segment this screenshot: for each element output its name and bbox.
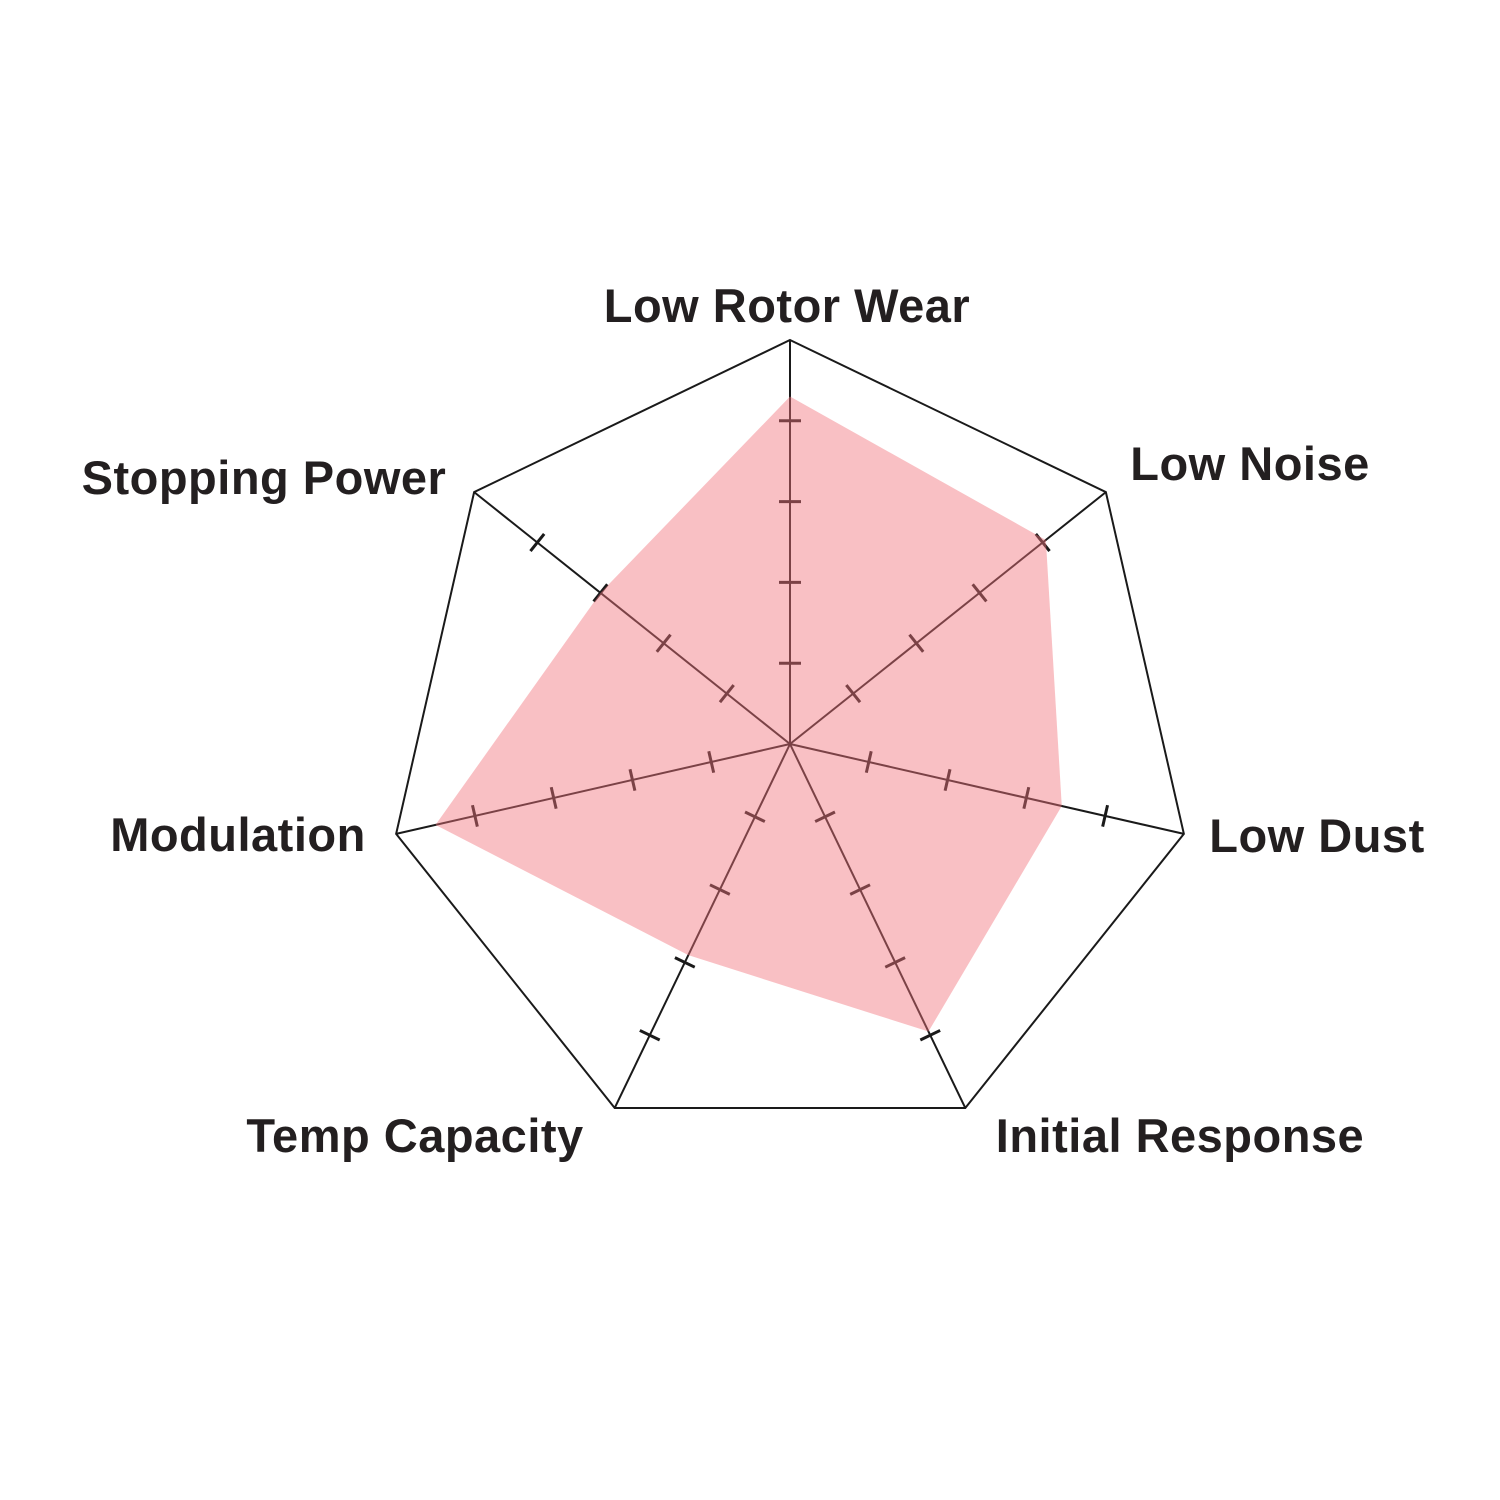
axis-tick <box>639 1029 661 1042</box>
axis-label-low-rotor-wear: Low Rotor Wear <box>604 279 970 332</box>
axis-label-low-noise: Low Noise <box>1130 437 1370 490</box>
axis-tick <box>845 684 862 704</box>
axis-tick <box>744 810 766 823</box>
axis-tick <box>1034 532 1051 553</box>
axis-label-stopping-power: Stopping Power <box>82 451 447 504</box>
axis-tick <box>884 956 906 969</box>
axis-tick <box>919 1029 941 1042</box>
axis-tick <box>971 583 988 603</box>
axis-tick <box>864 750 873 774</box>
axis-tick <box>943 768 952 792</box>
axis-label-initial-response: Initial Response <box>996 1109 1364 1162</box>
axis-tick <box>849 883 871 896</box>
axis-tick <box>707 750 716 774</box>
axis-label-temp-capacity: Temp Capacity <box>246 1109 583 1162</box>
axis-label-modulation: Modulation <box>110 808 366 861</box>
axis-tick <box>529 532 546 553</box>
data-polygon <box>435 396 1062 1032</box>
axis-tick <box>674 956 696 969</box>
axis-tick <box>549 786 558 809</box>
axis-line <box>789 491 1107 745</box>
axis-tick <box>718 684 735 704</box>
axis-tick <box>655 633 672 653</box>
axis-tick <box>814 810 836 823</box>
axis-tick <box>628 768 637 792</box>
axis-label-low-dust: Low Dust <box>1209 809 1424 862</box>
radar-outline <box>395 338 1185 1109</box>
axis-tick <box>470 804 479 827</box>
axis-line <box>473 491 791 745</box>
axis-tick <box>908 633 925 653</box>
axis-line <box>789 743 1185 835</box>
axis-tick <box>1101 804 1110 827</box>
axis-tick <box>1022 786 1031 809</box>
axis-line <box>395 743 791 835</box>
axis-tick <box>709 883 731 896</box>
axis-tick <box>592 583 609 603</box>
axis-line <box>613 743 791 1109</box>
axis-line <box>789 743 967 1109</box>
